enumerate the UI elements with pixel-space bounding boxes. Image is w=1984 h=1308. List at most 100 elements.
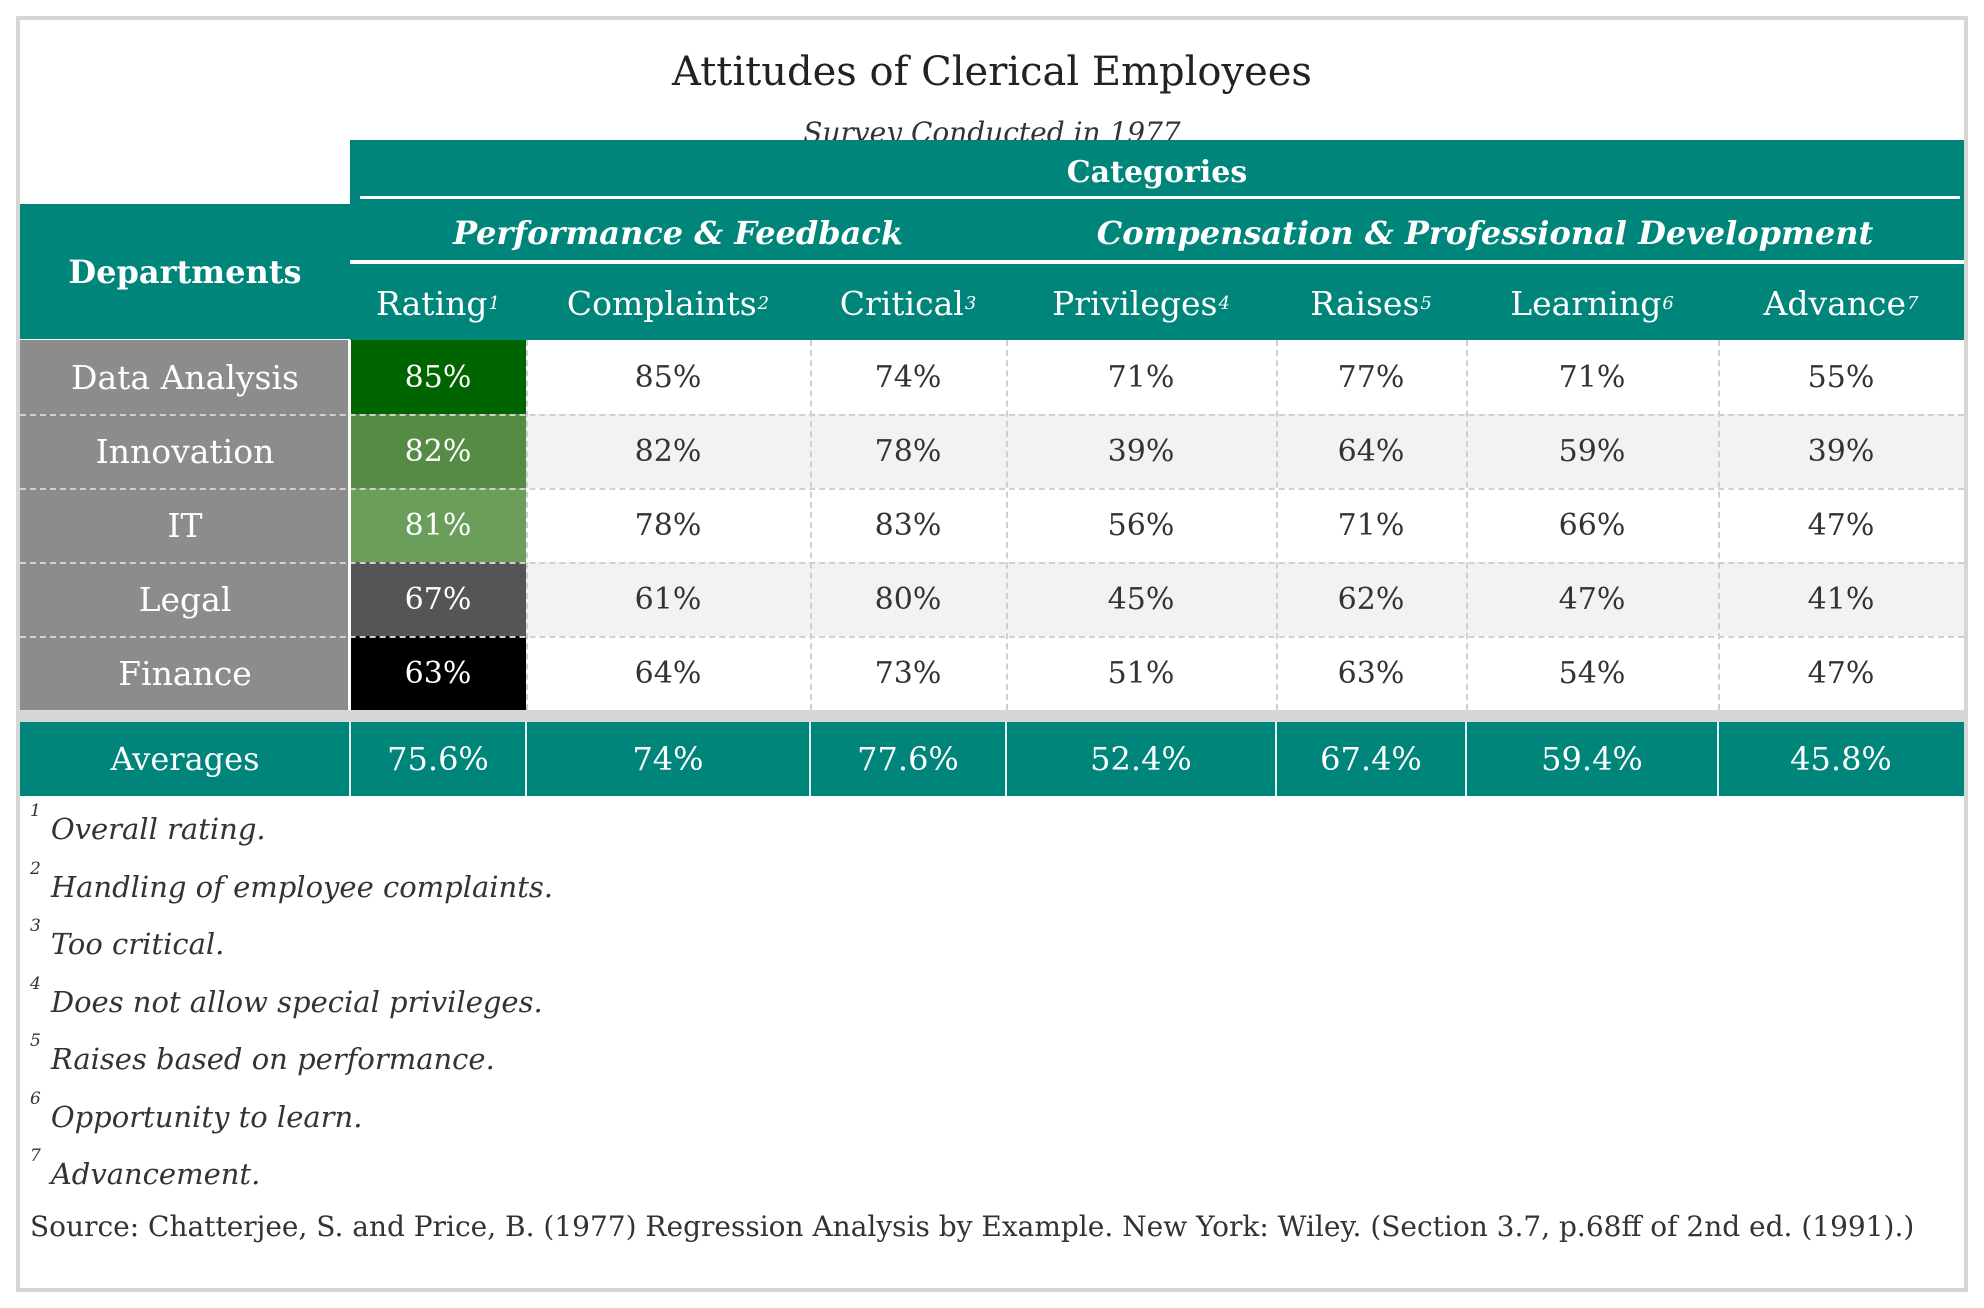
categories-spanner: Categories xyxy=(1066,154,1248,190)
table-cell-privileges: 39% xyxy=(1107,433,1175,469)
column-divider xyxy=(1466,340,1468,710)
footnote: 4 Does not allow special privileges. xyxy=(30,974,1930,1035)
table-row xyxy=(350,414,1964,488)
table-cell-advance: 39% xyxy=(1807,433,1875,469)
footnote-marker: 3 xyxy=(964,292,977,314)
row-header-department: Finance xyxy=(20,636,350,710)
averages-divider xyxy=(525,722,527,796)
table-cell-raises: 71% xyxy=(1337,507,1405,543)
column-header-advance: Advance 7 xyxy=(1718,268,1964,338)
footnote-marker: 4 xyxy=(30,973,41,994)
averages-divider xyxy=(809,722,811,796)
table-cell-learning: 47% xyxy=(1558,581,1626,617)
table-cell-learning: 54% xyxy=(1558,655,1626,691)
column-divider xyxy=(1718,340,1720,710)
table-cell-privileges: 51% xyxy=(1107,655,1175,691)
group-rule-2 xyxy=(1016,260,1954,263)
table-row xyxy=(350,488,1964,562)
table-cell-critical: 74% xyxy=(874,359,942,395)
group-rule-1 xyxy=(360,260,996,263)
row-divider xyxy=(20,562,1964,564)
column-header-label: Raises xyxy=(1310,283,1420,323)
table-cell-learning: 59% xyxy=(1558,433,1626,469)
averages-label: Averages xyxy=(110,740,260,778)
departments-header: Departments xyxy=(20,204,350,339)
footnote-marker: 6 xyxy=(30,1088,41,1109)
row-divider xyxy=(20,488,1964,490)
footnote-marker: 1 xyxy=(488,292,500,314)
rowheader-divider xyxy=(348,340,351,710)
table-cell-advance: 47% xyxy=(1807,655,1875,691)
footnote: 5 Raises based on performance. xyxy=(30,1031,1930,1092)
footnote-marker: 6 xyxy=(1662,292,1674,314)
row-header-department: Data Analysis xyxy=(20,340,350,414)
averages-divider xyxy=(1275,722,1277,796)
footnote-marker: 5 xyxy=(1420,292,1432,314)
column-header-band xyxy=(350,264,1964,340)
averages-divider xyxy=(1717,722,1719,796)
footnote-text: Opportunity to learn. xyxy=(50,1099,363,1134)
column-header-label: Learning xyxy=(1510,283,1662,323)
row-header-department: IT xyxy=(20,488,350,562)
averages-divider xyxy=(1005,722,1007,796)
footnote-text: Does not allow special privileges. xyxy=(50,984,543,1019)
averages-divider xyxy=(1465,722,1467,796)
footnote-marker: 2 xyxy=(30,858,41,879)
averages-separator xyxy=(20,710,1964,722)
column-header-label: Complaints xyxy=(566,283,757,323)
column-header-complaints: Complaints 2 xyxy=(526,268,810,338)
table-cell-advance: 55% xyxy=(1807,359,1875,395)
table-cell-complaints: 85% xyxy=(634,359,702,395)
column-header-rating: Rating 1 xyxy=(350,268,526,338)
column-header-critical: Critical 3 xyxy=(810,268,1006,338)
column-divider xyxy=(1276,340,1278,710)
categories-header-band xyxy=(350,140,1964,260)
averages-divider xyxy=(349,722,351,796)
table-frame: Attitudes of Clerical Employees Survey C… xyxy=(16,16,1968,1292)
table-cell-learning: 71% xyxy=(1558,359,1626,395)
table-title: Attitudes of Clerical Employees xyxy=(672,49,1312,95)
footnote: 1 Overall rating. xyxy=(30,801,1930,862)
average-cell-learning: 59.4% xyxy=(1541,740,1643,778)
table-cell-complaints: 61% xyxy=(634,581,702,617)
table-cell-raises: 63% xyxy=(1337,655,1405,691)
column-divider xyxy=(526,340,528,710)
table-cell-rating: 82% xyxy=(350,414,526,488)
table-cell-rating: 67% xyxy=(350,562,526,636)
column-header-privileges: Privileges 4 xyxy=(1006,268,1276,338)
footnote-marker: 1 xyxy=(30,801,41,822)
source-note: Source: Chatterjee, S. and Price, B. (19… xyxy=(30,1210,1915,1243)
table-cell-complaints: 82% xyxy=(634,433,702,469)
table-row xyxy=(350,636,1964,710)
footnote-text: Advancement. xyxy=(50,1157,261,1191)
footnote-marker: 3 xyxy=(30,916,41,937)
table-cell-complaints: 78% xyxy=(634,507,702,543)
average-cell-raises: 67.4% xyxy=(1320,740,1422,778)
footnote: 3 Too critical. xyxy=(30,916,1930,977)
row-divider xyxy=(20,636,1964,638)
table-cell-privileges: 45% xyxy=(1107,581,1175,617)
footnote-marker: 7 xyxy=(1907,292,1919,314)
average-cell-critical: 77.6% xyxy=(857,740,959,778)
table-cell-privileges: 71% xyxy=(1107,359,1175,395)
categories-rule xyxy=(360,196,1960,199)
average-cell-rating: 75.6% xyxy=(387,740,489,778)
footnote: 2 Handling of employee complaints. xyxy=(30,859,1930,920)
group-label-1: Performance & Feedback xyxy=(452,214,904,252)
table-cell-rating: 85% xyxy=(350,340,526,414)
table-cell-privileges: 56% xyxy=(1107,507,1175,543)
column-divider xyxy=(1006,340,1008,710)
table-cell-learning: 66% xyxy=(1558,507,1626,543)
column-header-learning: Learning 6 xyxy=(1466,268,1718,338)
average-cell-privileges: 52.4% xyxy=(1090,740,1192,778)
row-divider xyxy=(20,414,1964,416)
footnote-marker: 7 xyxy=(30,1146,41,1167)
table-row xyxy=(350,340,1964,414)
group-label-2: Compensation & Professional Development xyxy=(1096,214,1874,252)
table-cell-raises: 62% xyxy=(1337,581,1405,617)
footnote-text: Handling of employee complaints. xyxy=(50,869,553,904)
table-cell-rating: 81% xyxy=(350,488,526,562)
table-row xyxy=(350,562,1964,636)
footnote-text: Overall rating. xyxy=(50,812,266,846)
row-header-department: Innovation xyxy=(20,414,350,488)
